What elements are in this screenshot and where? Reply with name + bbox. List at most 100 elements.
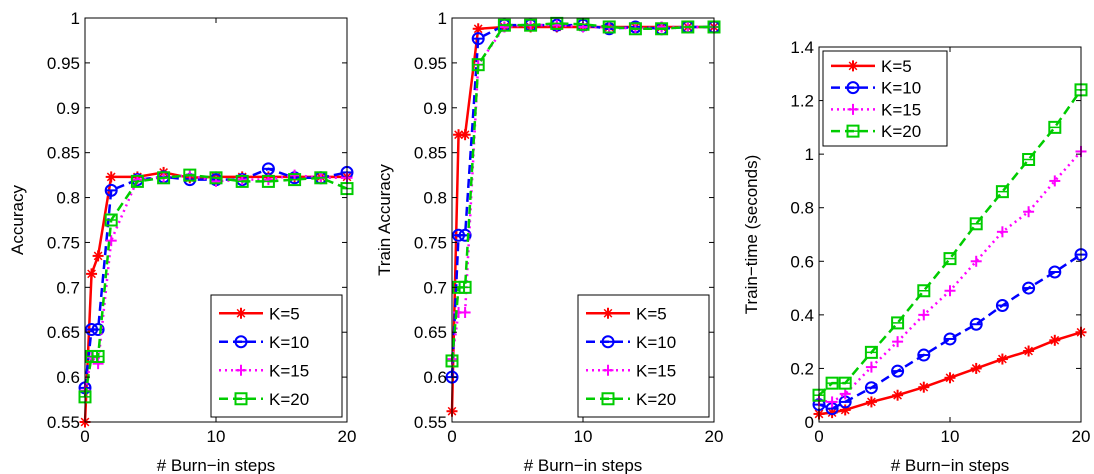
data-point-k20-11 [681, 20, 695, 34]
y-tick-label: 1.4 [790, 38, 814, 57]
data-point-k15-3 [105, 235, 117, 247]
y-tick-label: 0.9 [56, 99, 80, 118]
y-tick-label: 1 [438, 9, 447, 28]
y-tick-label: 1.2 [790, 92, 814, 111]
data-point-k15-8 [996, 226, 1008, 238]
legend-item-k20: K=20 [831, 122, 921, 141]
data-point-k20-3 [471, 58, 485, 72]
data-point-k5-3 [865, 396, 877, 408]
x-tick-label: 0 [447, 427, 456, 446]
x-axis-label: # Burn−in steps [157, 456, 276, 474]
data-point-k10-6 [943, 332, 957, 346]
data-point-k20-2 [91, 349, 105, 363]
y-tick-label: 0.7 [56, 278, 80, 297]
y-tick-label: 0.75 [47, 233, 80, 252]
data-point-k10-3 [104, 183, 118, 197]
x-tick-label: 0 [814, 427, 823, 446]
x-tick-label: 0 [80, 427, 89, 446]
y-tick-label: 0.2 [790, 359, 814, 378]
legend-item-k15: K=15 [219, 361, 309, 380]
data-point-k15-9 [1023, 206, 1035, 218]
legend-label: K=15 [269, 361, 309, 380]
data-point-k5-1 [86, 268, 98, 280]
data-point-k20-8 [602, 20, 616, 34]
y-tick-label: 0.65 [47, 323, 80, 342]
data-point-k5-8 [996, 353, 1008, 365]
data-point-k20-5 [524, 18, 538, 32]
data-point-k10-3 [864, 381, 878, 395]
legend-marker [235, 307, 247, 319]
data-point-k5-3 [105, 171, 117, 183]
chart-panel-3: 0 0.2 0.4 0.6 0.8 1 1.2 1.4 0 10 20 # Burn−in steps… [742, 38, 1090, 474]
legend-label: K=10 [269, 333, 309, 352]
data-point-k15-3 [865, 361, 877, 373]
data-point-k20-8 [995, 185, 1009, 199]
y-tick-label: 1 [805, 145, 814, 164]
x-tick-label: 20 [1072, 427, 1091, 446]
legend-label: K=5 [269, 304, 300, 323]
data-point-k5-2 [459, 129, 471, 141]
data-point-k20-2 [838, 376, 852, 390]
data-point-k20-3 [864, 345, 878, 359]
data-point-k10-8 [995, 298, 1009, 312]
legend-marker [846, 81, 860, 95]
data-point-k15-2 [459, 306, 471, 318]
legend-item-k10: K=10 [219, 333, 309, 352]
data-point-k5-5 [918, 381, 930, 393]
legend: K=5 K=10 K=15 K=20 [822, 50, 948, 147]
data-point-k20-2 [458, 280, 472, 294]
x-tick-label: 10 [574, 427, 593, 446]
data-point-k15-7 [970, 255, 982, 267]
data-point-k5-10 [1049, 334, 1061, 346]
y-axis-label: Train Accuracy [375, 164, 394, 276]
legend-item-k5: K=5 [586, 304, 667, 323]
y-tick-label: 0.8 [56, 189, 80, 208]
legend-label: K=10 [636, 333, 676, 352]
data-point-k15-1 [826, 396, 838, 408]
y-tick-label: 1 [71, 9, 80, 28]
data-point-k20-5 [917, 284, 931, 298]
legend-label: K=5 [636, 304, 667, 323]
data-point-k5-6 [944, 372, 956, 384]
y-tick-label: 0.8 [423, 189, 447, 208]
legend-item-k20: K=20 [219, 390, 309, 409]
legend-item-k20: K=20 [586, 390, 676, 409]
data-point-k20-4 [497, 18, 511, 32]
legend-label: K=10 [881, 79, 921, 98]
y-tick-label: 0.6 [56, 368, 80, 387]
legend-label: K=20 [269, 390, 309, 409]
data-point-k20-10 [288, 173, 302, 187]
data-point-k10-10 [1048, 265, 1062, 279]
data-point-k20-9 [261, 174, 275, 188]
legend-label: K=20 [881, 122, 921, 141]
data-point-k20-9 [628, 22, 642, 36]
x-axis-label: # Burn−in steps [891, 456, 1010, 474]
legend-item-k15: K=15 [831, 100, 921, 119]
data-point-k20-4 [891, 316, 905, 330]
legend-marker [234, 392, 248, 406]
data-point-k15-10 [289, 169, 301, 181]
legend-marker [847, 60, 859, 72]
data-point-k10-9 [1022, 281, 1036, 295]
legend-label: K=15 [636, 361, 676, 380]
legend-marker [601, 392, 615, 406]
data-point-k20-6 [183, 168, 197, 182]
legend-item-k5: K=5 [219, 304, 300, 323]
data-point-k15-6 [944, 285, 956, 297]
y-tick-label: 0.95 [414, 54, 447, 73]
x-tick-label: 20 [338, 427, 357, 446]
legend-marker [846, 124, 860, 138]
legend-marker [847, 103, 859, 115]
y-tick-label: 0.65 [414, 323, 447, 342]
y-tick-label: 0.55 [47, 413, 80, 432]
data-point-k20-6 [943, 252, 957, 266]
data-point-k20-9 [1022, 153, 1036, 166]
y-tick-label: 0.6 [790, 252, 814, 271]
y-axis-label: Accuracy [8, 185, 27, 255]
y-tick-label: 0 [805, 413, 814, 432]
legend-marker [602, 364, 614, 376]
data-point-k20-10 [1048, 120, 1062, 134]
y-tick-label: 0.8 [790, 199, 814, 218]
y-tick-label: 0.4 [790, 306, 814, 325]
legend-marker [234, 335, 248, 349]
